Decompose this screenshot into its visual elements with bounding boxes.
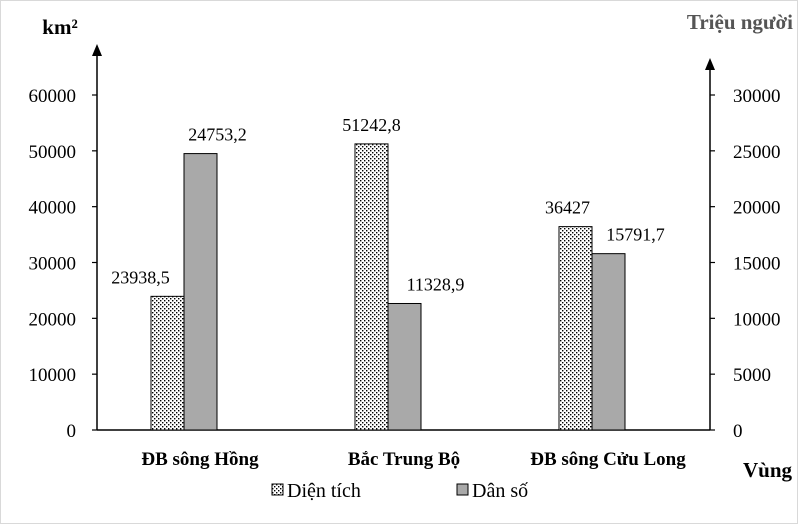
- right-tick-label: 0: [733, 421, 743, 442]
- left-tick-label: 10000: [29, 365, 77, 386]
- legend-label-dan-so: Dân số: [472, 480, 528, 502]
- category-labels-group: ĐB sông Hồng Bắc Trung Bộ ĐB sông Cửu Long: [141, 449, 686, 470]
- left-tick-label: 30000: [29, 254, 77, 275]
- right-y-axis: 0 5000 10000 15000 20000 25000 30000: [705, 58, 781, 442]
- bar-dan-so: [591, 253, 626, 431]
- left-tick-label: 40000: [29, 198, 77, 219]
- category-label: Bắc Trung Bộ: [348, 449, 460, 470]
- category-label: ĐB sông Cửu Long: [530, 449, 686, 470]
- data-label: 15791,7: [606, 225, 665, 245]
- bar-dien-tich: [558, 226, 593, 431]
- data-label: 24753,2: [188, 125, 247, 145]
- left-axis-arrow-icon: [92, 44, 102, 56]
- data-label: 36427: [545, 198, 590, 218]
- bar-dien-tich: [150, 295, 185, 431]
- legend: Diện tích Dân số: [271, 480, 528, 502]
- bar-dan-so: [183, 153, 218, 431]
- bar-dien-tich: [354, 143, 389, 431]
- right-tick-label: 15000: [733, 254, 781, 275]
- right-tick-label: 30000: [733, 86, 781, 107]
- right-axis-unit-label: Triệu người: [687, 10, 793, 34]
- bar-dan-so: [387, 302, 422, 431]
- data-labels-group: 23938,5 24753,2 51242,8 11328,9 36427 15791,7: [111, 115, 665, 295]
- left-tick-label: 50000: [29, 142, 77, 163]
- left-tick-label: 20000: [29, 309, 77, 330]
- left-y-axis: 0 10000 20000 30000 40000 50000 60000: [29, 44, 102, 442]
- legend-swatch-dan-so: [456, 483, 469, 496]
- legend-swatch-dien-tich: [271, 483, 284, 496]
- data-label: 51242,8: [342, 115, 401, 135]
- right-axis-arrow-icon: [705, 58, 715, 70]
- legend-label-dien-tich: Diện tích: [287, 480, 361, 502]
- left-axis-unit-label: km²: [42, 15, 77, 39]
- right-tick-label: 25000: [733, 142, 781, 163]
- right-tick-label: 5000: [733, 365, 771, 386]
- data-label: 11328,9: [407, 274, 465, 294]
- left-tick-label: 0: [67, 421, 77, 442]
- left-tick-label: 60000: [29, 86, 77, 107]
- category-label: ĐB sông Hồng: [141, 449, 259, 470]
- data-label: 23938,5: [111, 267, 170, 287]
- right-tick-label: 20000: [733, 198, 781, 219]
- right-tick-label: 10000: [733, 309, 781, 330]
- bars-group: [150, 143, 626, 431]
- x-axis-title: Vùng: [743, 458, 793, 482]
